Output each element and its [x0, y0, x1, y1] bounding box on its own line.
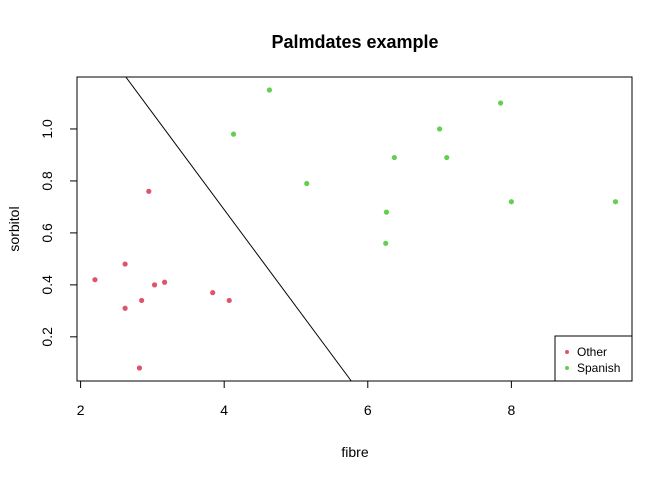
x-tick-label: 2	[77, 402, 85, 418]
y-tick-label: 0.6	[39, 223, 55, 243]
y-tick-label: 1.0	[39, 119, 55, 139]
data-point-other	[139, 297, 145, 304]
data-point-spanish	[436, 126, 443, 132]
legend-marker-other	[565, 350, 569, 354]
data-point-other	[210, 290, 216, 296]
data-point-spanish	[230, 131, 237, 137]
separating-line-group	[125, 76, 352, 382]
data-point-spanish	[391, 154, 397, 161]
legend-box	[554, 335, 633, 382]
x-axis: 2 4 6 8	[77, 381, 515, 418]
data-points	[92, 87, 619, 371]
data-point-spanish	[508, 199, 514, 205]
chart-title: Palmdates example	[271, 32, 438, 52]
legend-label-other: Other	[577, 345, 607, 359]
separating-line	[125, 76, 352, 382]
data-point-spanish	[266, 87, 273, 93]
y-axis-label: sorbitol	[6, 206, 22, 251]
data-point-other	[146, 188, 152, 194]
data-point-other	[136, 365, 143, 371]
plot-area-frame	[76, 76, 633, 382]
data-point-spanish	[304, 180, 310, 187]
legend-label-spanish: Spanish	[577, 361, 620, 375]
data-point-spanish	[383, 240, 389, 246]
data-point-other	[151, 282, 158, 288]
data-point-other	[122, 261, 128, 267]
data-point-spanish	[498, 100, 504, 106]
data-point-spanish	[444, 154, 450, 161]
x-tick-label: 4	[220, 402, 228, 418]
legend-marker-spanish	[565, 366, 569, 370]
data-point-other	[122, 305, 128, 311]
data-point-other	[226, 297, 232, 304]
data-point-other	[92, 277, 98, 283]
y-tick-label: 0.8	[39, 171, 55, 191]
y-tick-label: 0.4	[39, 275, 55, 295]
y-tick-label: 0.2	[39, 327, 55, 347]
x-axis-label: fibre	[341, 444, 368, 460]
data-point-spanish	[383, 209, 390, 215]
data-point-other	[161, 279, 168, 285]
y-axis: 0.2 0.4 0.6 0.8 1.0	[39, 119, 77, 347]
x-tick-label: 6	[364, 402, 372, 418]
x-tick-label: 8	[507, 402, 515, 418]
legend: Other Spanish	[554, 335, 633, 382]
data-point-spanish	[612, 199, 619, 205]
